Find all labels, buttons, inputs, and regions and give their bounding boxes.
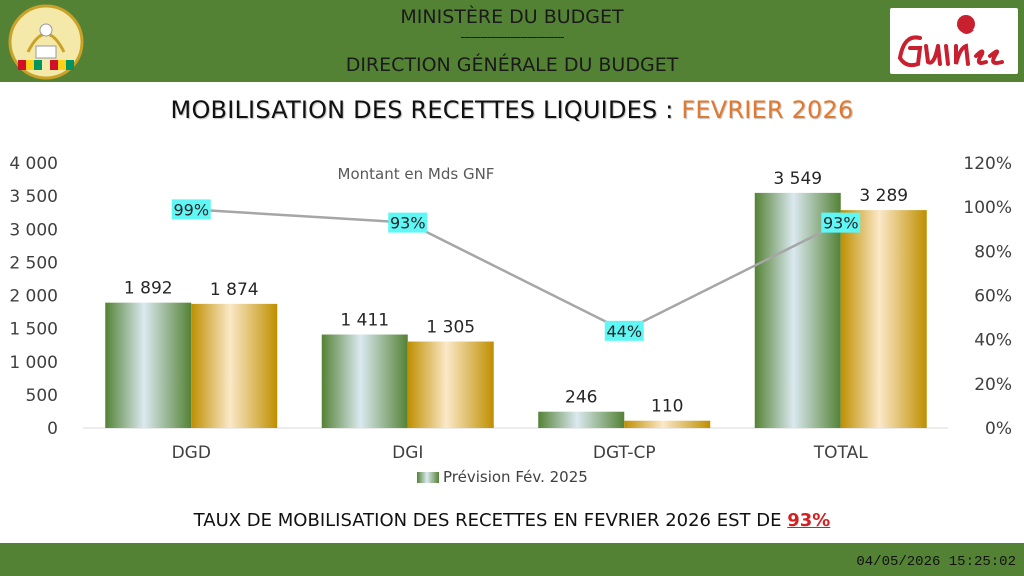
y2-tick-label: 60% [974, 287, 1012, 307]
summary-statement: TAUX DE MOBILISATION DES RECETTES EN FEV… [0, 510, 1024, 531]
bar-value-label: 1 874 [210, 280, 259, 300]
bar-value-label: 3 549 [773, 169, 822, 189]
bar-value-label: 1 411 [340, 311, 389, 331]
bar [407, 341, 494, 428]
rate-label-bg [604, 320, 644, 341]
ministry-name: MINISTÈRE DU BUDGET [400, 6, 624, 28]
summary-rate: 93% [787, 510, 831, 531]
bar [624, 420, 711, 428]
y2-tick-label: 40% [974, 331, 1012, 351]
chart-legend: Prévision Fév. 2025 [417, 468, 588, 486]
y2-tick-label: 120% [963, 154, 1012, 174]
y-tick-label: 4 000 [9, 154, 58, 174]
y-tick-label: 500 [26, 386, 58, 406]
bar-value-label: 3 289 [859, 186, 908, 206]
title-period: FEVRIER 2026 [681, 96, 854, 124]
bar [538, 411, 625, 428]
bar [840, 210, 927, 428]
rate-line [191, 208, 842, 333]
y2-tick-label: 20% [974, 375, 1012, 395]
bar [321, 334, 408, 428]
footer-bar: 04/05/2026 15:25:02 [0, 543, 1024, 576]
y-tick-label: 2 000 [9, 287, 58, 307]
timestamp: 04/05/2026 15:25:02 [856, 554, 1016, 570]
y-tick-label: 1 000 [9, 353, 58, 373]
summary-text: TAUX DE MOBILISATION DES RECETTES EN FEV… [193, 510, 788, 531]
bar-value-label: 110 [651, 397, 683, 417]
legend-swatch [417, 472, 439, 483]
rate-label-bg [821, 212, 861, 233]
legend-label: Prévision Fév. 2025 [443, 468, 588, 486]
bar-value-label: 246 [565, 388, 597, 408]
rate-label: 99% [173, 200, 209, 219]
rate-label-bg [171, 199, 211, 220]
bar-value-label: 1 892 [124, 279, 173, 299]
x-category-label: TOTAL [813, 443, 868, 463]
rate-label: 93% [390, 214, 426, 233]
national-emblem-icon [8, 4, 84, 80]
y2-tick-label: 100% [963, 198, 1012, 218]
guinee-logo-icon [898, 15, 1004, 68]
bar-value-label: 1 305 [426, 318, 475, 338]
y-tick-label: 0 [47, 419, 58, 439]
title-main: MOBILISATION DES RECETTES LIQUIDES : [170, 96, 682, 124]
guinee-brand-logo [890, 8, 1018, 74]
y2-tick-label: 0% [985, 419, 1012, 439]
y-tick-label: 1 500 [9, 320, 58, 340]
y-tick-label: 3 500 [9, 187, 58, 207]
y-tick-label: 3 000 [9, 220, 58, 240]
revenue-chart: Montant en Mds GNF 0 500 1 000 1 500 2 000 2 … [9, 154, 1012, 486]
x-category-label: DGT-CP [593, 443, 656, 463]
rate-label: 44% [606, 322, 642, 341]
bar [105, 302, 192, 428]
directorate-name: DIRECTION GÉNÉRALE DU BUDGET [345, 54, 679, 76]
bar [191, 303, 278, 428]
y-tick-label: 2 500 [9, 253, 58, 273]
chart-subtitle: Montant en Mds GNF [338, 165, 495, 183]
page-title: MOBILISATION DES RECETTES LIQUIDES : FEV… [0, 96, 1024, 124]
x-category-label: DGD [172, 443, 211, 463]
rate-label: 93% [823, 214, 859, 233]
rate-label-bg [388, 212, 428, 233]
header-separator: ------------------------------- [460, 30, 564, 44]
y2-tick-label: 80% [974, 242, 1012, 262]
x-category-label: DGI [392, 443, 423, 463]
header-banner: MINISTÈRE DU BUDGET --------------------… [0, 0, 1024, 82]
